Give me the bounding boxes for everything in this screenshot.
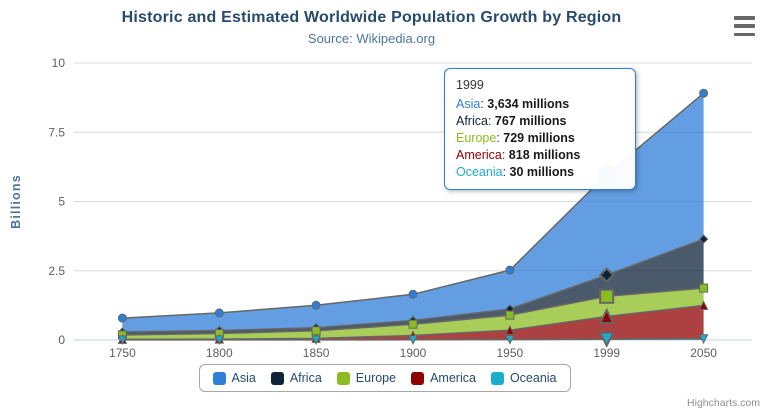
tooltip-series-value: 729 millions bbox=[503, 131, 575, 145]
legend-item-america[interactable]: America bbox=[411, 371, 476, 385]
x-tick-label: 1900 bbox=[400, 346, 427, 360]
y-tick-label: 7.5 bbox=[48, 125, 65, 139]
legend-label: Africa bbox=[289, 371, 322, 385]
marker-europe-1900[interactable] bbox=[408, 319, 418, 329]
marker-america-1999[interactable] bbox=[598, 307, 615, 324]
tooltip-series-value: 767 millions bbox=[494, 114, 567, 128]
hamburger-icon bbox=[734, 24, 755, 28]
marker-oceania-1850[interactable] bbox=[311, 335, 321, 346]
legend-label: Oceania bbox=[509, 371, 557, 385]
legend-swatch-icon bbox=[490, 371, 504, 385]
marker-oceania-2050[interactable] bbox=[698, 334, 709, 344]
tooltip-series-value: 30 millions bbox=[509, 165, 575, 179]
marker-oceania-1800[interactable] bbox=[214, 335, 225, 346]
marker-america-1950[interactable] bbox=[505, 325, 515, 335]
x-tick-label: 2050 bbox=[690, 346, 717, 360]
chart-title: Historic and Estimated Worldwide Populat… bbox=[121, 9, 622, 26]
tooltip-header: 1999 bbox=[456, 78, 484, 92]
x-tick-label: 1750 bbox=[109, 346, 136, 360]
marker-america-2050[interactable] bbox=[698, 300, 709, 310]
export-menu-button[interactable] bbox=[734, 15, 758, 37]
tooltip-row-oceania: Oceania: 30 millions bbox=[456, 165, 575, 179]
x-tick-label: 1950 bbox=[497, 346, 524, 360]
marker-asia-1850[interactable] bbox=[311, 300, 321, 310]
area-america bbox=[122, 305, 704, 340]
marker-europe-1999[interactable] bbox=[599, 288, 615, 304]
tooltip-series-name: Asia bbox=[456, 97, 481, 111]
y-tick-label: 10 bbox=[52, 56, 66, 70]
x-tick-label: 1850 bbox=[303, 346, 330, 360]
marker-asia-1750[interactable] bbox=[117, 313, 127, 323]
hamburger-icon bbox=[734, 32, 755, 36]
legend-swatch-icon bbox=[411, 371, 425, 385]
tooltip-series-name: Oceania bbox=[456, 165, 503, 179]
x-tick-label: 1800 bbox=[206, 346, 233, 360]
y-tick-label: 0 bbox=[58, 333, 65, 347]
legend-label: Europe bbox=[355, 371, 397, 385]
marker-asia-1950[interactable] bbox=[505, 265, 515, 275]
marker-asia-2050[interactable] bbox=[699, 88, 709, 98]
tooltip-row-africa: Africa: 767 millions bbox=[456, 114, 567, 128]
marker-oceania-1900[interactable] bbox=[408, 335, 418, 345]
tooltip-series-value: 3,634 millions bbox=[487, 97, 570, 111]
tooltip-series-name: Europe bbox=[456, 131, 497, 145]
legend-item-asia[interactable]: Asia bbox=[212, 371, 256, 385]
tooltip-row-america: America: 818 millions bbox=[456, 148, 581, 162]
marker-oceania-1750[interactable] bbox=[117, 335, 128, 346]
x-tick-label: 1999 bbox=[593, 346, 620, 360]
tooltip-row-asia: Asia: 3,634 millions bbox=[456, 97, 570, 111]
y-tick-label: 2.5 bbox=[48, 264, 65, 278]
tooltip-series-value: 818 millions bbox=[508, 148, 581, 162]
legend-label: America bbox=[430, 371, 476, 385]
legend-item-oceania[interactable]: Oceania bbox=[490, 371, 557, 385]
marker-asia-1800[interactable] bbox=[214, 308, 224, 318]
y-axis-title: Billions bbox=[9, 174, 23, 229]
marker-africa-1999[interactable] bbox=[598, 267, 615, 284]
marker-asia-1900[interactable] bbox=[408, 289, 418, 299]
marker-oceania-1950[interactable] bbox=[505, 335, 515, 345]
tooltip: 1999 Asia: 3,634 millions Africa: 767 mil… bbox=[444, 68, 636, 190]
area-asia bbox=[122, 93, 704, 332]
legend-swatch-icon bbox=[270, 371, 284, 385]
tooltip-series-name: America bbox=[456, 148, 502, 162]
marker-africa-2050[interactable] bbox=[698, 234, 709, 244]
chart-subtitle: Source: Wikipedia.org bbox=[307, 31, 436, 46]
marker-europe-1950[interactable] bbox=[505, 310, 515, 320]
legend: Asia Africa Europe America Oceania bbox=[198, 364, 571, 392]
area-africa bbox=[122, 239, 704, 335]
marker-europe-2050[interactable] bbox=[699, 283, 709, 293]
y-tick-label: 5 bbox=[58, 195, 65, 209]
tooltip-rows: Asia: 3,634 millions Africa: 767 millions… bbox=[456, 96, 624, 181]
marker-oceania-1999[interactable] bbox=[598, 331, 615, 348]
tooltip-row-europe: Europe: 729 millions bbox=[456, 131, 575, 145]
credits-link[interactable]: Highcharts.com bbox=[687, 397, 760, 409]
hamburger-icon bbox=[734, 16, 755, 20]
legend-label: Asia bbox=[231, 371, 256, 385]
legend-swatch-icon bbox=[336, 371, 350, 385]
tooltip-series-name: Africa bbox=[456, 114, 488, 128]
legend-swatch-icon bbox=[212, 371, 226, 385]
legend-item-europe[interactable]: Europe bbox=[336, 371, 397, 385]
legend-item-africa[interactable]: Africa bbox=[270, 371, 322, 385]
